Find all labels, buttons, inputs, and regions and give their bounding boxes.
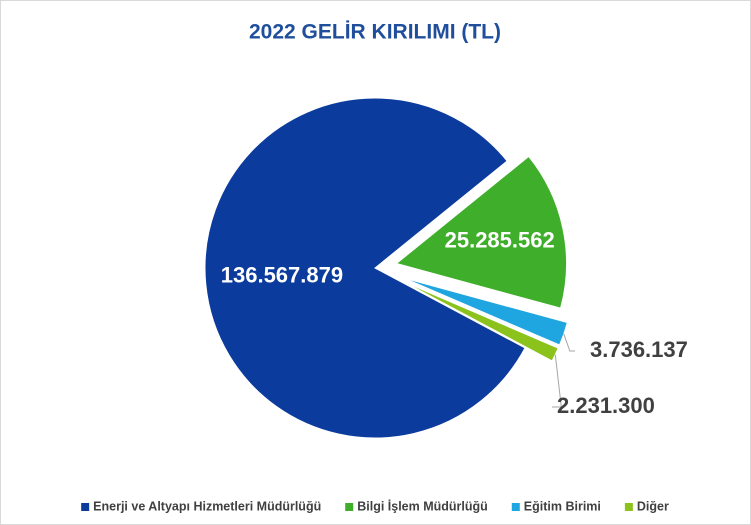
legend-label: Bilgi İşlem Müdürlüğü [357, 498, 488, 513]
data-label: 3.736.137 [590, 337, 688, 362]
leader-line [552, 354, 562, 408]
legend-swatch [81, 503, 90, 511]
chart-title: 2022 GELİR KIRILIMI (TL) [249, 21, 501, 44]
legend-label: Eğitim Birimi [524, 499, 601, 513]
legend-label: Enerji ve Altyapı Hizmetleri Müdürlüğü [93, 499, 321, 513]
data-label: 136.567.879 [221, 263, 343, 288]
legend-swatch [345, 503, 354, 511]
data-label: 25.285.562 [445, 228, 555, 253]
pie-slice [395, 155, 568, 309]
legend-swatch [511, 503, 520, 511]
pie-slice [401, 280, 559, 362]
data-label: 2.231.300 [557, 393, 655, 418]
legend-swatch [624, 503, 633, 511]
legend-label: Diğer [637, 499, 669, 513]
pie-slice [204, 97, 526, 439]
leader-line [563, 333, 575, 352]
